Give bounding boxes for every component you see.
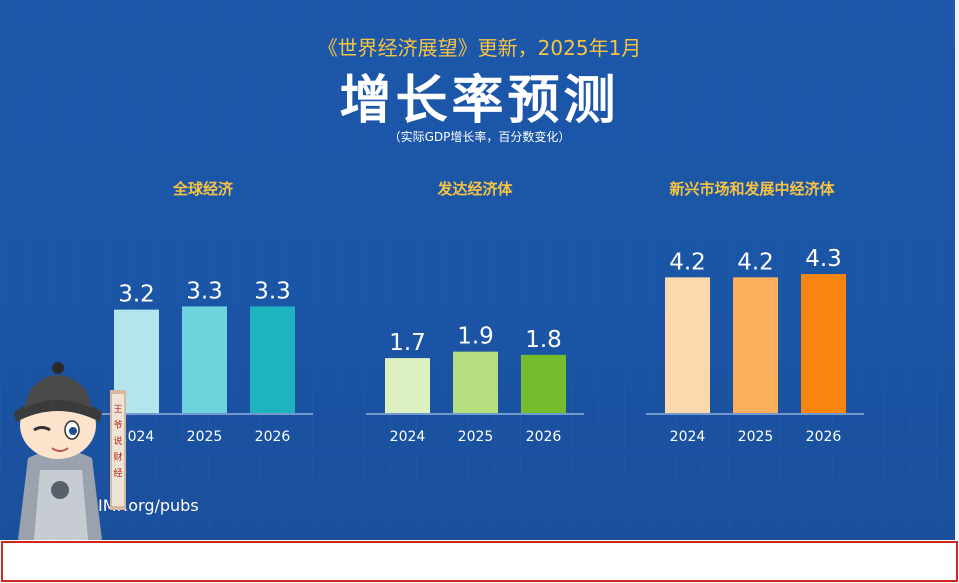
tick-label-advanced-2024: 2024 [390, 429, 426, 445]
group-title-global: 全球经济 [172, 180, 233, 198]
chart-title: 增长率预测 [339, 71, 620, 131]
data-label-emerging-2026: 4.3 [805, 246, 842, 272]
bar-charts: 3.2 2024 3.3 2025 3.3 2026 1.7 2024 1.9 2025 1.8 20… [95, 246, 864, 445]
cartoon-mascot-watermark: 王 爷 说 财 经 [14, 362, 126, 540]
chart-subtitle: 《世界经济展望》更新，2025年1月 [317, 36, 642, 60]
data-label-advanced-2026: 1.8 [525, 327, 562, 353]
infographic-panel: 《世界经济展望》更新，2025年1月 增长率预测 （实际GDP增长率，百分数变化… [0, 0, 959, 540]
bar-emerging-2026 [801, 274, 846, 413]
group-title-advanced: 发达经济体 [437, 180, 513, 198]
tick-label-global-2024: 2024 [119, 429, 155, 445]
bar-emerging-2025 [733, 277, 778, 413]
data-label-advanced-2025: 1.9 [457, 324, 494, 350]
tick-label-emerging-2026: 2026 [806, 429, 842, 445]
right-edge-strip [955, 0, 959, 540]
data-label-emerging-2024: 4.2 [669, 249, 706, 275]
data-label-global-2026: 3.3 [254, 278, 291, 304]
bar-global-2025 [182, 306, 227, 413]
group-title-emerging: 新兴市场和发展中经济体 [669, 180, 835, 198]
chart-note: （实际GDP增长率，百分数变化） [388, 130, 571, 144]
svg-text:爷: 爷 [113, 419, 122, 431]
empty-caption-box [1, 541, 958, 582]
data-label-emerging-2025: 4.2 [737, 249, 774, 275]
svg-text:王: 王 [113, 404, 122, 415]
tick-label-global-2026: 2026 [255, 429, 291, 445]
bar-advanced-2025 [453, 351, 498, 413]
bar-emerging-2024 [665, 277, 710, 413]
bar-advanced-2026 [521, 354, 566, 413]
svg-text:经: 经 [113, 467, 122, 479]
tick-label-advanced-2026: 2026 [526, 429, 562, 445]
data-label-global-2025: 3.3 [186, 278, 223, 304]
tick-label-emerging-2024: 2024 [670, 429, 706, 445]
bar-global-2026 [250, 306, 295, 413]
tick-label-advanced-2025: 2025 [458, 429, 494, 445]
svg-text:说: 说 [113, 435, 122, 447]
data-label-global-2024: 3.2 [118, 282, 155, 308]
tick-label-emerging-2025: 2025 [738, 429, 774, 445]
bar-advanced-2024 [385, 358, 430, 413]
data-label-advanced-2024: 1.7 [389, 330, 426, 356]
svg-text:财: 财 [113, 451, 122, 463]
tick-label-global-2025: 2025 [187, 429, 223, 445]
